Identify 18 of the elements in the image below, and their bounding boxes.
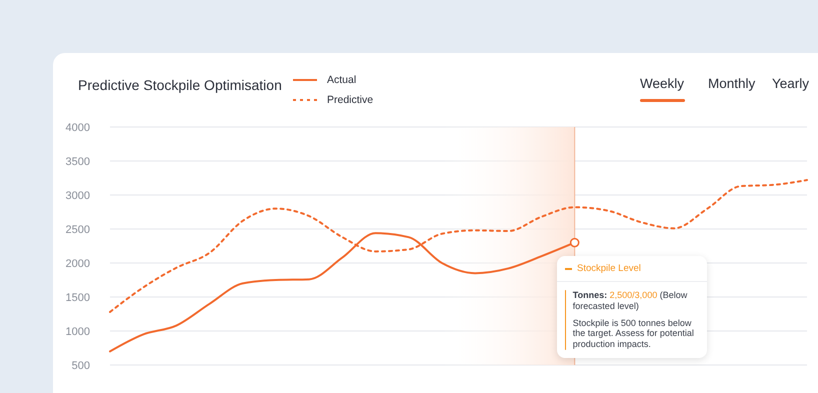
text: Monthly — [708, 76, 756, 91]
y-tick-label: 1000 — [66, 326, 90, 338]
y-tick-label: 2000 — [66, 258, 90, 270]
y-tick-label: 500 — [72, 360, 90, 372]
text: Yearly — [772, 76, 810, 91]
annotation: Stockpile is 500 tonnes below the target. Assess for potential production impacts. — [572, 318, 695, 350]
annotation: Stockpile Level — [577, 263, 641, 274]
y-tick-label: 4000 — [66, 122, 90, 134]
y-tick-label: 1500 — [66, 292, 90, 304]
text: Weekly — [640, 76, 684, 91]
chart-title: Predictive Stockpile Optimisation — [78, 77, 282, 93]
legend-label: Predictive — [327, 94, 374, 106]
annotation: 2,500/3,000 — [610, 290, 658, 300]
y-tick-label: 2500 — [66, 224, 90, 236]
legend-label: Actual — [327, 74, 356, 86]
y-tick-label: 3500 — [66, 156, 90, 168]
y-tick-label: 3000 — [66, 190, 90, 202]
annotation: Tonnes: — [572, 290, 608, 300]
